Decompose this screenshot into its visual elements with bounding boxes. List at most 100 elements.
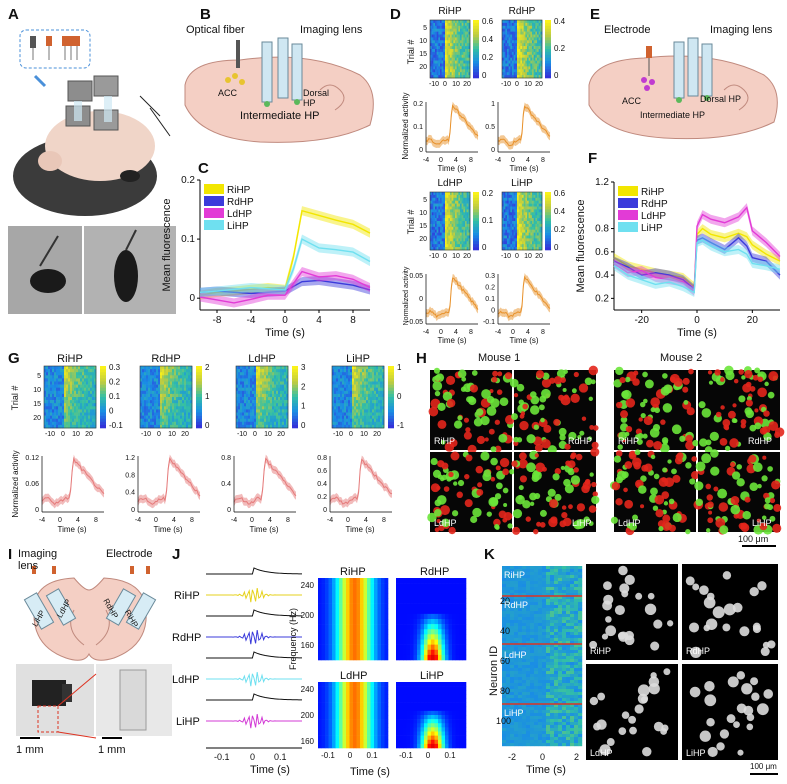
d-rdhp-cell — [503, 51, 506, 56]
d-rihp-cell — [456, 34, 459, 38]
g-lihp-cell — [350, 384, 353, 388]
g-rihp-cell — [58, 421, 61, 426]
g-rdhp-cell — [154, 372, 157, 376]
g-lihp-cell — [338, 424, 341, 429]
d-rihp-cell — [465, 49, 467, 53]
d-ldhp-cell — [451, 221, 454, 225]
d-ldhp-cell — [445, 247, 447, 251]
d-ldhp-cell — [463, 209, 466, 213]
g-lihp-cell — [336, 366, 339, 370]
g-lihp-cell — [336, 421, 339, 426]
g-rihp-cell — [72, 381, 75, 385]
d-lihp-cell — [525, 194, 528, 199]
g-rdhp-cell — [142, 390, 145, 395]
g-ldhp-cell — [268, 375, 271, 379]
d-lihp-cell — [518, 226, 521, 230]
g-ldhp-cell — [252, 393, 255, 398]
g-rdhp-lxtick: -4 — [135, 517, 141, 524]
d-lihp-cell — [535, 235, 538, 239]
d-lihp-cell — [535, 241, 538, 245]
g-rihp-cell — [48, 393, 51, 398]
g-lihp-cell — [368, 415, 371, 419]
g-rihp-cell — [72, 418, 75, 423]
d-rihp-cell — [468, 43, 471, 47]
d-rdhp-cell — [520, 22, 523, 27]
g-lihp-cell — [340, 421, 343, 426]
d-rdhp-cell — [520, 51, 523, 56]
d-lihp-cbar-seg — [545, 194, 551, 199]
d-lihp-cell — [532, 247, 534, 251]
d-lihp-cell — [507, 232, 509, 236]
g-rihp-cell — [64, 418, 67, 423]
c-legend-label: RiHP — [227, 185, 251, 196]
g-rdhp-cell — [176, 381, 179, 385]
d-rdhp-cell — [528, 63, 531, 67]
d-rihp-cell — [431, 75, 434, 79]
d-rihp-cell — [458, 66, 461, 70]
g-rihp-cell — [72, 406, 75, 410]
d-lihp-cell — [523, 194, 526, 199]
d-rihp-cell — [461, 49, 464, 53]
g-ldhp-cell — [276, 390, 279, 395]
g-rdhp-cell — [142, 415, 145, 419]
d-ldhp-cell — [440, 212, 442, 216]
g-rihp-cell — [78, 387, 81, 392]
d-lihp-cell — [527, 223, 529, 228]
g-rihp-cell — [46, 366, 49, 370]
g-rihp-cell — [46, 381, 49, 385]
d-rdhp-cell — [533, 46, 536, 50]
d-lihp-cell — [530, 194, 533, 199]
g-ldhp-cbar-seg — [292, 372, 298, 376]
d-rdhp-cell — [512, 31, 514, 35]
d-lihp-cell — [507, 206, 509, 210]
d-rdhp-cell — [527, 25, 529, 29]
g-rihp-cell — [94, 366, 97, 370]
d-rihp-cell — [430, 49, 432, 53]
g-ldhp-cell — [236, 412, 239, 416]
g-rdhp-cell — [178, 397, 181, 401]
d-rihp-cell — [461, 40, 464, 44]
d-ldhp-cell — [465, 203, 467, 207]
d-rdhp-cell — [515, 49, 518, 53]
g-ldhp-cell — [254, 378, 257, 382]
d-lihp-cell — [502, 209, 504, 213]
g-lihp-cell — [344, 415, 347, 419]
g-rihp-cell — [72, 384, 75, 388]
g-rdhp-cell — [188, 366, 191, 370]
d-rihp-cell — [436, 22, 439, 27]
g-ldhp-cell — [252, 375, 255, 379]
g-ldhp-cell — [246, 393, 249, 398]
g-ldhp-cbar-label: 2 — [301, 382, 306, 391]
g-lihp-cell — [334, 372, 337, 376]
d-rihp-cell — [438, 60, 441, 64]
g-rdhp-cell — [152, 381, 155, 385]
d-lihp-cell — [538, 203, 541, 207]
g-lihp-cell — [334, 415, 337, 419]
d-ldhp-cell — [435, 197, 437, 201]
g-ldhp-cell — [242, 397, 245, 401]
d-lihp-cell — [520, 194, 523, 199]
d-rihp-cell — [431, 51, 434, 56]
g-ldhp-cell — [246, 403, 249, 407]
g-ldhp-cell — [242, 378, 245, 382]
d-rdhp-cell — [517, 72, 519, 76]
g-rihp-cbar-seg — [100, 421, 106, 426]
g-ldhp-cell — [256, 409, 259, 413]
d-lihp-cell — [525, 221, 528, 225]
d-rihp-cell — [458, 22, 461, 27]
g-rihp-cell — [72, 390, 75, 395]
g-lihp-cell — [354, 403, 357, 407]
d-rdhp-lytick: 0.5 — [485, 124, 495, 131]
g-rdhp-cell — [168, 372, 171, 376]
d-ldhp-cell — [443, 238, 446, 242]
d-rihp-cell — [453, 34, 456, 38]
g-lihp-cbar-seg — [388, 418, 394, 423]
g-ldhp-cell — [272, 397, 275, 401]
g-rdhp-cell — [184, 415, 187, 419]
g-lihp-cell — [374, 384, 377, 388]
d-rdhp-cell — [532, 25, 534, 29]
d-rihp-cell — [436, 69, 439, 73]
d-ldhp-cell — [466, 206, 469, 210]
g-lihp-cell — [370, 369, 373, 373]
